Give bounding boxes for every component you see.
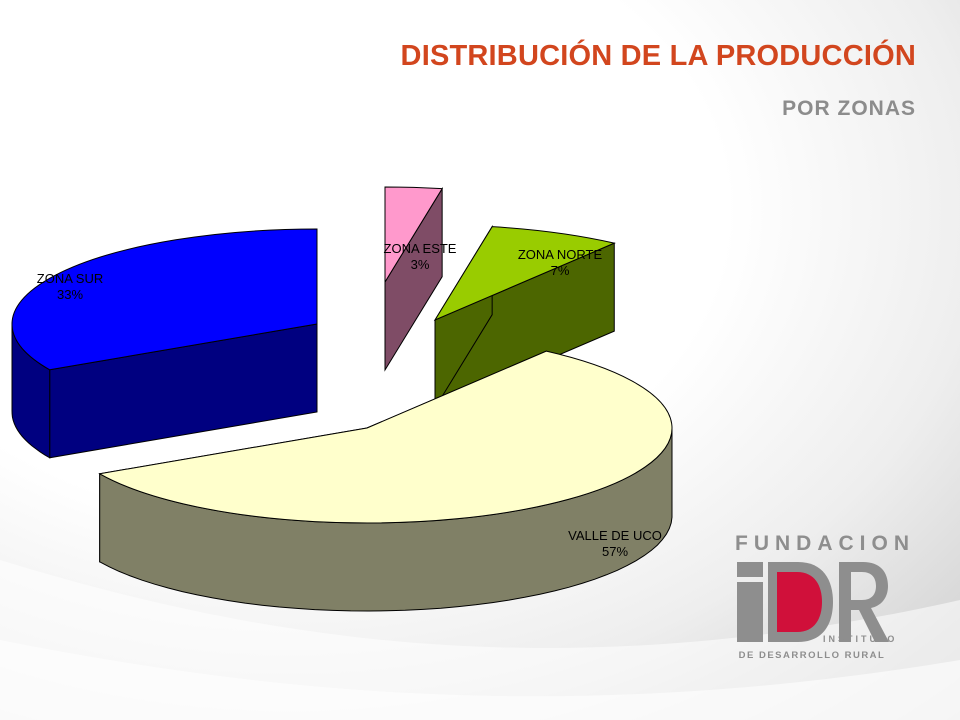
logo-subtitle-text: DE DESARROLLO RURAL [738,650,886,661]
pie-slice-valle-de-uco [98,350,673,612]
slice-label: ZONA NORTE [518,247,603,262]
slice-value-label: 7% [551,263,570,278]
pie-slice-top [384,186,444,284]
pie-slice-zona-norte [433,224,616,410]
slice-label: VALLE DE UCO [568,528,662,543]
slice-label: ZONA SUR [37,271,103,286]
slice-value-label: 57% [602,544,628,559]
pie-slice-zona-sur [11,228,318,459]
logo-institute-text: INSTITUTO [823,634,898,644]
pie-slice-zona-este [384,186,444,372]
idr-logo-mark [737,562,889,642]
pie-slice-top [433,226,616,322]
pie-slice-top [98,350,673,524]
logo-top-text: FUNDACION [735,532,915,555]
slide-subtitle: POR ZONAS [782,97,916,120]
fundacion-idr-logo: FUNDACION INSTITUTO DE DESARROLLO RURAL [735,532,915,672]
slice-value-label: 33% [57,287,83,302]
slide-title: DISTRIBUCIÓN DE LA PRODUCCIÓN [400,40,916,72]
slice-value-label: 3% [411,257,430,272]
pie-slice-top [11,228,318,371]
slice-label: ZONA ESTE [384,241,457,256]
